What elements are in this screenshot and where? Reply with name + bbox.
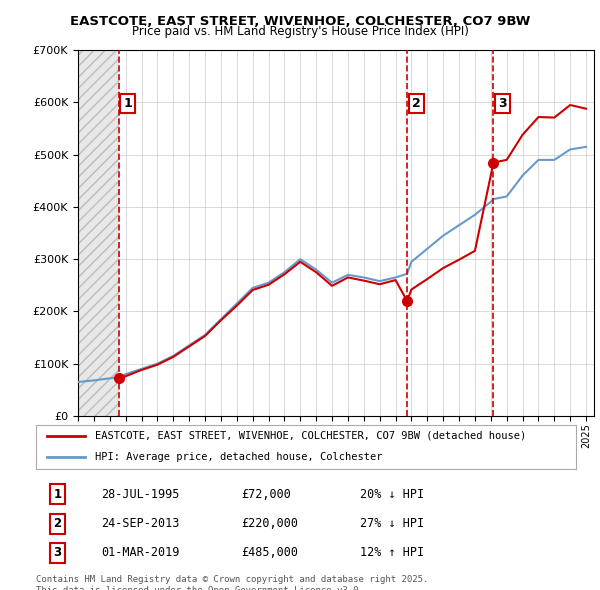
Text: Contains HM Land Registry data © Crown copyright and database right 2025.
This d: Contains HM Land Registry data © Crown c… xyxy=(36,575,428,590)
Text: 01-MAR-2019: 01-MAR-2019 xyxy=(101,546,179,559)
Text: 3: 3 xyxy=(498,97,507,110)
Text: £485,000: £485,000 xyxy=(241,546,298,559)
Text: EASTCOTE, EAST STREET, WIVENHOE, COLCHESTER, CO7 9BW (detached house): EASTCOTE, EAST STREET, WIVENHOE, COLCHES… xyxy=(95,431,527,441)
Text: £220,000: £220,000 xyxy=(241,517,298,530)
Text: 24-SEP-2013: 24-SEP-2013 xyxy=(101,517,179,530)
Text: 3: 3 xyxy=(53,546,62,559)
Text: £72,000: £72,000 xyxy=(241,488,291,501)
Text: 28-JUL-1995: 28-JUL-1995 xyxy=(101,488,179,501)
Text: 2: 2 xyxy=(53,517,62,530)
Text: 2: 2 xyxy=(412,97,421,110)
Text: 12% ↑ HPI: 12% ↑ HPI xyxy=(360,546,424,559)
Text: 27% ↓ HPI: 27% ↓ HPI xyxy=(360,517,424,530)
Text: EASTCOTE, EAST STREET, WIVENHOE, COLCHESTER, CO7 9BW: EASTCOTE, EAST STREET, WIVENHOE, COLCHES… xyxy=(70,15,530,28)
Text: 1: 1 xyxy=(53,488,62,501)
Text: HPI: Average price, detached house, Colchester: HPI: Average price, detached house, Colc… xyxy=(95,452,383,461)
Text: Price paid vs. HM Land Registry's House Price Index (HPI): Price paid vs. HM Land Registry's House … xyxy=(131,25,469,38)
Text: 1: 1 xyxy=(124,97,133,110)
Bar xyxy=(78,50,119,416)
Text: 20% ↓ HPI: 20% ↓ HPI xyxy=(360,488,424,501)
